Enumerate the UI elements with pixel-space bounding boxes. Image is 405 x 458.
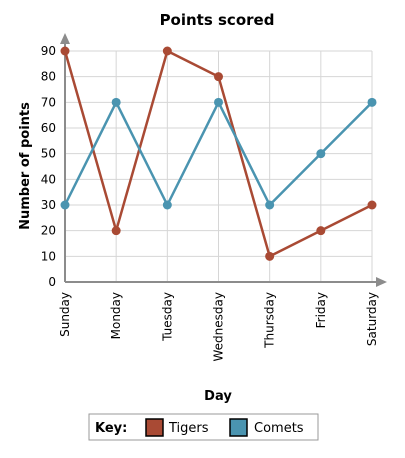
y-tick-label: 70 [41, 95, 56, 109]
y-tick-label: 30 [41, 198, 56, 212]
data-point-comets [60, 200, 70, 210]
legend-swatch-tigers [145, 418, 164, 437]
y-axis-arrow [60, 33, 70, 44]
series-group [60, 46, 377, 261]
x-tick-label: Sunday [58, 292, 72, 337]
data-point-tigers [111, 226, 121, 236]
data-point-comets [265, 200, 275, 210]
legend-box [88, 413, 319, 441]
x-tick-label: Friday [314, 292, 328, 328]
y-tick-label: 90 [41, 44, 56, 58]
x-axis-ticks: Sunday Monday Tuesday Wednesday Thursday Frid… [58, 292, 379, 361]
data-point-tigers [162, 46, 172, 56]
grid [65, 50, 373, 282]
data-point-tigers [214, 72, 223, 82]
y-axis-ticks: 0 10 20 30 40 50 60 70 80 90 [41, 44, 56, 289]
data-point-tigers [60, 46, 70, 56]
legend-label-tigers: Tigers [168, 421, 209, 436]
x-axis-arrow [376, 277, 387, 287]
y-tick-label: 40 [41, 172, 56, 186]
legend-title: Key: [95, 421, 127, 436]
data-point-comets [316, 149, 326, 159]
data-point-comets [162, 200, 172, 210]
data-point-comets [367, 97, 377, 107]
data-point-tigers [265, 251, 275, 261]
chart-title: Points scored [160, 11, 275, 29]
data-point-comets [214, 97, 223, 107]
y-tick-label: 20 [41, 224, 56, 238]
y-tick-label: 60 [41, 121, 56, 135]
data-point-comets [111, 97, 121, 107]
x-axis-label: Day [204, 389, 232, 404]
x-tick-label: Thursday [263, 292, 277, 349]
x-tick-label: Monday [109, 292, 123, 339]
legend-swatch-comets [229, 418, 248, 437]
x-tick-label: Saturday [365, 292, 379, 346]
legend-label-comets: Comets [254, 421, 304, 436]
y-axis-label: Number of points [18, 102, 33, 230]
y-tick-label: 0 [48, 275, 56, 289]
legend: Key: Tigers Comets [88, 413, 319, 441]
axes [60, 33, 387, 287]
data-point-tigers [367, 200, 377, 210]
y-tick-label: 80 [41, 70, 56, 84]
data-point-tigers [316, 226, 326, 236]
y-tick-label: 10 [41, 249, 56, 263]
y-tick-label: 50 [41, 147, 56, 161]
x-tick-label: Tuesday [160, 292, 174, 342]
x-tick-label: Wednesday [212, 292, 226, 361]
